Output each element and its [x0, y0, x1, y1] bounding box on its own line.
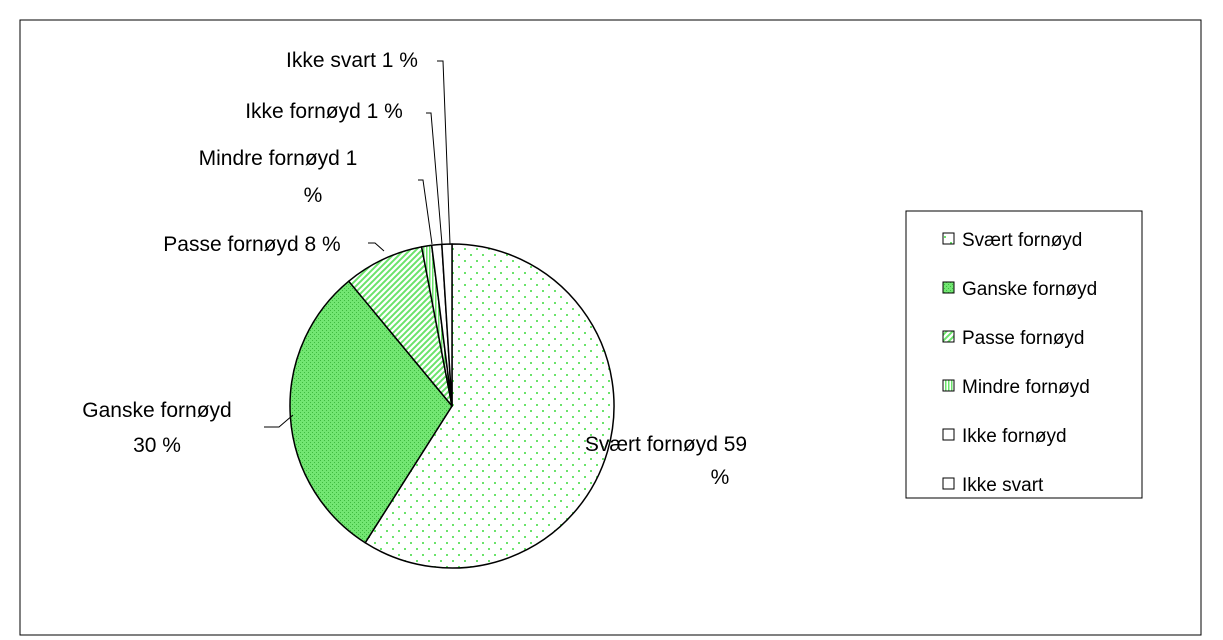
leader-line-ikke-fornoyd	[426, 112, 443, 245]
pie-slice-svaert-fornoyd	[364, 243, 615, 569]
legend-label-ganske-fornoyd: Ganske fornøyd	[962, 279, 1097, 300]
legend-swatch-passe-fornoyd	[942, 330, 955, 343]
pie-slices	[289, 243, 615, 569]
pie-slice-ganske-fornoyd	[289, 280, 453, 544]
legend-swatch-ikke-fornoyd	[942, 428, 955, 441]
legend-label-ikke-svart: Ikke svart	[962, 475, 1044, 496]
legend-items: Svært fornøyd Ganske fornøyd Passe fornøyd…	[942, 230, 1097, 496]
legend-swatch-mindre-fornoyd	[942, 379, 955, 392]
legend-swatch-svaert-fornoyd	[942, 232, 955, 245]
legend-box	[905, 210, 1143, 499]
slice-labels: Svært fornøyd 59 % Ganske fornøyd 30 % Passe…	[82, 49, 747, 489]
leader-line-mindre-fornoyd	[418, 179, 433, 245]
slice-label-passe-fornoyd: Passe fornøyd 8 %	[163, 233, 340, 256]
legend-label-passe-fornoyd: Passe fornøyd	[962, 328, 1085, 349]
slice-label-ikke-fornoyd: Ikke fornøyd 1 %	[245, 100, 403, 123]
leader-lines	[264, 60, 451, 428]
legend-label-ikke-fornoyd: Ikke fornøyd	[962, 426, 1067, 447]
legend-label-svaert-fornoyd: Svært fornøyd	[962, 230, 1082, 251]
leader-line-ganske-fornoyd	[264, 414, 294, 428]
leader-line-ikke-svart	[437, 60, 451, 245]
legend-swatch-ganske-fornoyd	[942, 281, 955, 294]
leader-line-passe-fornoyd	[368, 242, 385, 252]
slice-label-svaert-fornoyd: Svært fornøyd 59%	[585, 433, 747, 489]
pie-slice-ikke-svart	[441, 243, 453, 407]
slice-label-mindre-fornoyd: Mindre fornøyd 1%	[199, 147, 358, 207]
slice-label-ikke-svart: Ikke svart 1 %	[286, 49, 418, 72]
slice-label-ganske-fornoyd: Ganske fornøyd 30 %	[82, 399, 231, 457]
legend: Svært fornøyd Ganske fornøyd Passe fornøyd…	[905, 210, 1143, 499]
legend-swatch-ikke-svart	[942, 477, 955, 490]
legend-label-mindre-fornoyd: Mindre fornøyd	[962, 377, 1090, 398]
